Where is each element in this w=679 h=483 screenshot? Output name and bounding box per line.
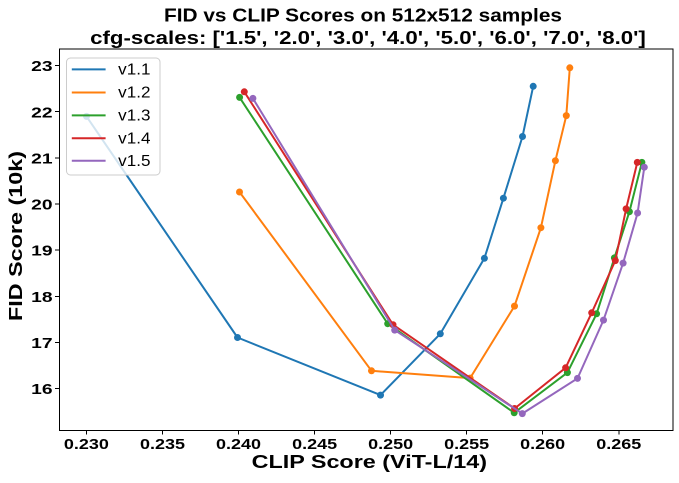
svg-text:0.255: 0.255 bbox=[444, 436, 489, 453]
svg-text:v1.1: v1.1 bbox=[118, 62, 150, 79]
svg-text:0.240: 0.240 bbox=[216, 436, 261, 453]
svg-text:FID vs CLIP Scores on 512x512: FID vs CLIP Scores on 512x512 samples bbox=[164, 5, 562, 26]
svg-text:0.250: 0.250 bbox=[368, 436, 413, 453]
svg-text:cfg-scales: ['1.5', '2.0', '3.: cfg-scales: ['1.5', '2.0', '3.0', '4.0',… bbox=[90, 27, 646, 48]
svg-text:0.235: 0.235 bbox=[140, 436, 185, 453]
svg-text:22: 22 bbox=[31, 104, 52, 121]
svg-text:v1.2: v1.2 bbox=[118, 85, 150, 102]
svg-text:23: 23 bbox=[31, 58, 52, 75]
svg-text:21: 21 bbox=[31, 150, 52, 167]
svg-text:16: 16 bbox=[31, 381, 52, 398]
svg-text:19: 19 bbox=[31, 243, 52, 260]
svg-text:20: 20 bbox=[31, 197, 52, 214]
svg-text:FID Score (10k): FID Score (10k) bbox=[5, 151, 26, 321]
svg-text:v1.4: v1.4 bbox=[118, 130, 151, 147]
svg-text:17: 17 bbox=[31, 335, 52, 352]
svg-text:0.245: 0.245 bbox=[292, 436, 337, 453]
svg-text:v1.3: v1.3 bbox=[118, 108, 150, 125]
svg-text:18: 18 bbox=[31, 289, 52, 306]
svg-text:0.265: 0.265 bbox=[596, 436, 641, 453]
svg-text:0.260: 0.260 bbox=[520, 436, 565, 453]
svg-text:v1.5: v1.5 bbox=[118, 153, 150, 170]
svg-text:0.230: 0.230 bbox=[64, 436, 109, 453]
svg-text:CLIP Score (ViT-L/14): CLIP Score (ViT-L/14) bbox=[252, 451, 487, 472]
